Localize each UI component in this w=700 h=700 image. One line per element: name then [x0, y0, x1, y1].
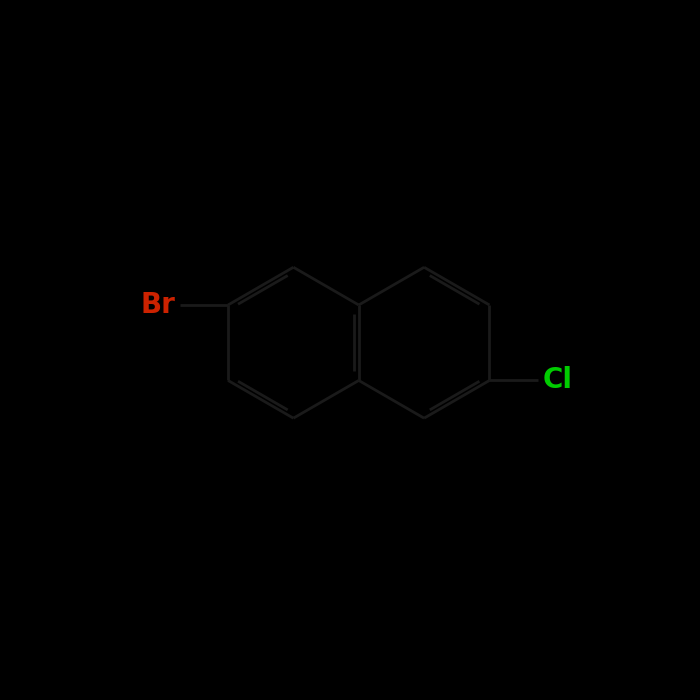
- Text: Cl: Cl: [542, 367, 573, 395]
- Text: Br: Br: [141, 291, 175, 319]
